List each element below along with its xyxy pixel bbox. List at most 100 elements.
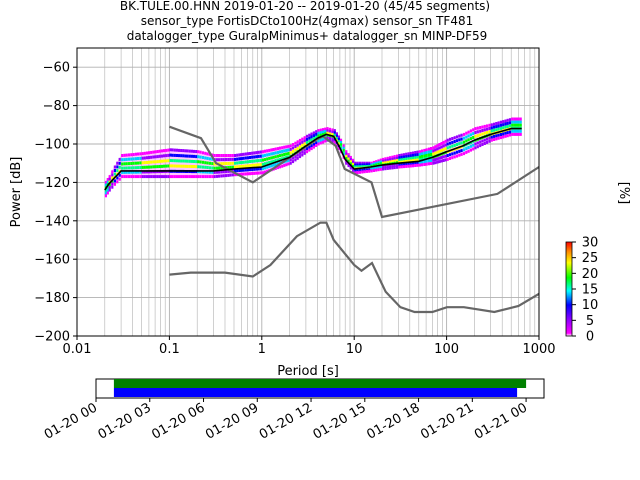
density-cell <box>423 151 426 155</box>
density-cell <box>349 166 352 170</box>
density-cell <box>436 147 439 151</box>
density-cell <box>211 166 214 170</box>
density-cell <box>409 159 412 163</box>
density-cell <box>421 157 424 161</box>
density-cell <box>472 136 475 139</box>
density-cell <box>460 152 463 156</box>
density-cell <box>130 153 133 157</box>
density-cell <box>143 161 146 165</box>
density-cell <box>150 160 153 164</box>
density-cell <box>339 143 343 147</box>
density-cell <box>421 152 424 156</box>
density-cell <box>379 166 382 169</box>
density-cell <box>289 158 292 162</box>
density-cell <box>123 175 126 179</box>
density-cell <box>451 137 454 140</box>
density-cell <box>414 164 417 167</box>
density-cell <box>391 159 394 163</box>
density-cell <box>513 123 516 127</box>
density-cell <box>377 161 380 165</box>
density-cell <box>224 174 228 178</box>
density-cell <box>324 127 327 131</box>
density-cell <box>215 154 218 157</box>
density-cell <box>240 172 243 176</box>
density-cell <box>246 156 249 160</box>
density-cell <box>474 131 477 134</box>
density-cell <box>141 161 144 165</box>
density-cell <box>244 160 247 164</box>
density-cell <box>291 156 295 160</box>
density-cell <box>150 150 153 154</box>
density-cell <box>192 175 196 179</box>
density-cell <box>504 122 507 126</box>
density-cell <box>352 162 355 166</box>
density-cell <box>158 154 161 158</box>
grid <box>76 48 539 337</box>
density-cell <box>400 158 403 162</box>
density-cell <box>436 157 439 161</box>
density-cell <box>405 157 408 161</box>
density-cell <box>118 165 121 169</box>
density-cell <box>118 157 121 161</box>
density-cell <box>215 174 218 178</box>
density-cell <box>479 126 482 129</box>
density-cell <box>163 159 166 163</box>
density-cell <box>458 138 461 142</box>
density-cell <box>421 149 424 153</box>
density-cell <box>467 138 470 142</box>
density-cell <box>251 168 254 171</box>
density-cell <box>123 166 126 170</box>
density-cell <box>244 156 247 160</box>
density-cell <box>515 117 518 121</box>
density-cell <box>460 137 463 141</box>
density-cell <box>137 175 140 179</box>
density-cell <box>143 170 146 174</box>
density-cell <box>515 120 518 124</box>
density-cell <box>289 161 292 165</box>
density-cell <box>234 165 237 169</box>
density-cell <box>139 161 142 165</box>
density-cell <box>104 189 107 192</box>
density-cell <box>276 150 279 154</box>
density-cell <box>342 144 345 148</box>
density-cell <box>497 124 500 128</box>
density-cell <box>356 171 359 174</box>
density-cell <box>287 148 290 152</box>
density-cell <box>508 121 512 125</box>
density-cell <box>430 162 433 165</box>
density-cell <box>218 174 221 178</box>
density-cell <box>368 163 371 167</box>
density-cell <box>407 159 410 163</box>
density-cell <box>231 173 234 177</box>
density-cell <box>154 165 157 169</box>
density-cell <box>430 159 433 162</box>
density-cell <box>365 165 368 168</box>
density-cell <box>442 155 445 159</box>
density-cell <box>224 162 228 165</box>
density-cell <box>211 170 214 174</box>
density-cell <box>317 139 320 143</box>
density-cell <box>255 155 258 159</box>
density-cell <box>393 159 396 163</box>
density-cell <box>407 152 410 156</box>
density-cell <box>476 130 479 134</box>
density-cell <box>283 153 286 156</box>
density-cell <box>416 163 419 167</box>
density-cell <box>405 162 408 166</box>
density-cell <box>132 175 135 179</box>
density-cell <box>204 175 207 179</box>
density-cell <box>215 158 218 162</box>
density-cell <box>141 152 144 156</box>
high-noise-model-line <box>169 125 539 219</box>
density-cell <box>508 130 512 134</box>
density-cell <box>425 151 428 155</box>
density-cell <box>515 123 518 127</box>
density-cell <box>440 156 443 159</box>
density-cell <box>474 127 477 131</box>
density-cell <box>182 149 185 153</box>
density-cell <box>508 118 512 122</box>
density-cell <box>326 134 329 138</box>
density-cell <box>251 159 254 163</box>
density-cell <box>506 134 509 138</box>
